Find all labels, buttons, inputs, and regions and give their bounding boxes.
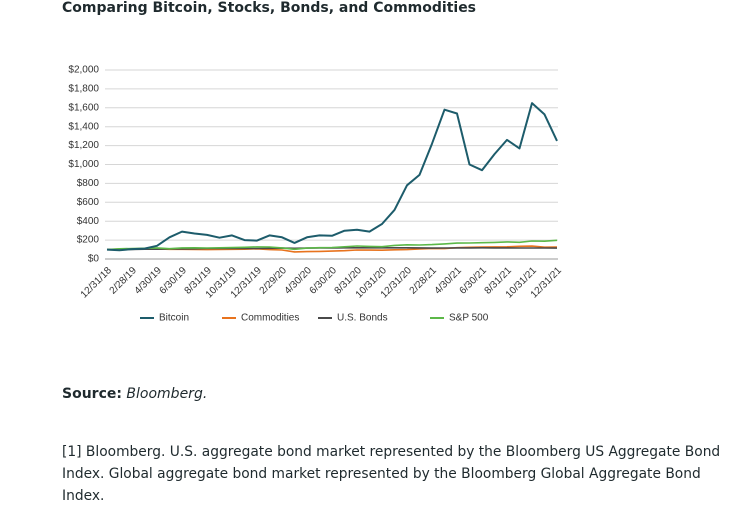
source: Source: Bloomberg. [62,386,207,402]
y-tick-label: $2,000 [68,65,99,76]
legend-label: S&P 500 [449,313,489,324]
y-tick-label: $1,200 [68,140,99,151]
series-line [106,102,558,252]
x-tick-label: 12/31/18 [79,265,115,301]
chart: $0 $200 $400 $600 $800 $1,000 $1,200 $1,400 $1,6… [68,65,564,324]
y-tick-label: $0 [88,254,100,265]
chart-title: Comparing Bitcoin, Stocks, Bonds, and Co… [62,0,477,16]
series-line [106,239,558,251]
y-tick-label: $800 [77,178,100,189]
legend-label: Bitcoin [159,313,189,324]
legend-label: U.S. Bonds [337,313,388,324]
y-tick-label: $200 [77,235,100,246]
footnote: [1] Bloomberg. U.S. aggregate bond marke… [62,444,721,504]
y-tick-label: $600 [77,197,100,208]
y-tick-label: $1,600 [68,102,99,113]
source-text: Bloomberg. [126,386,208,402]
legend-label: Commodities [241,313,299,324]
y-tick-label: $1,000 [68,159,99,170]
source-label: Source: [62,386,122,402]
y-tick-label: $400 [77,216,100,227]
y-tick-label: $1,400 [68,121,99,132]
y-tick-label: $1,800 [68,84,99,95]
